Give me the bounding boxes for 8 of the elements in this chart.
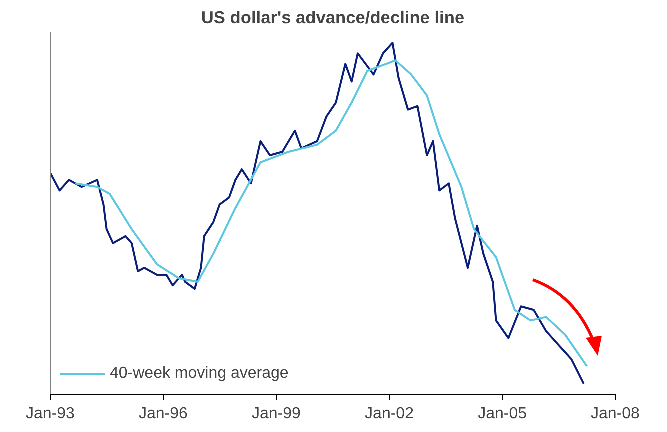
chart-title: US dollar's advance/decline line <box>201 8 465 28</box>
x-tick-label: Jan-05 <box>478 406 528 422</box>
x-tick-label: Jan-93 <box>26 406 76 422</box>
x-tick-label: Jan-02 <box>365 406 414 422</box>
x-tick-label: Jan-99 <box>252 406 302 422</box>
x-tick-label: Jan-08 <box>591 406 640 422</box>
x-tick-label: Jan-96 <box>138 406 188 422</box>
legend-label: 40-week moving average <box>110 365 289 383</box>
